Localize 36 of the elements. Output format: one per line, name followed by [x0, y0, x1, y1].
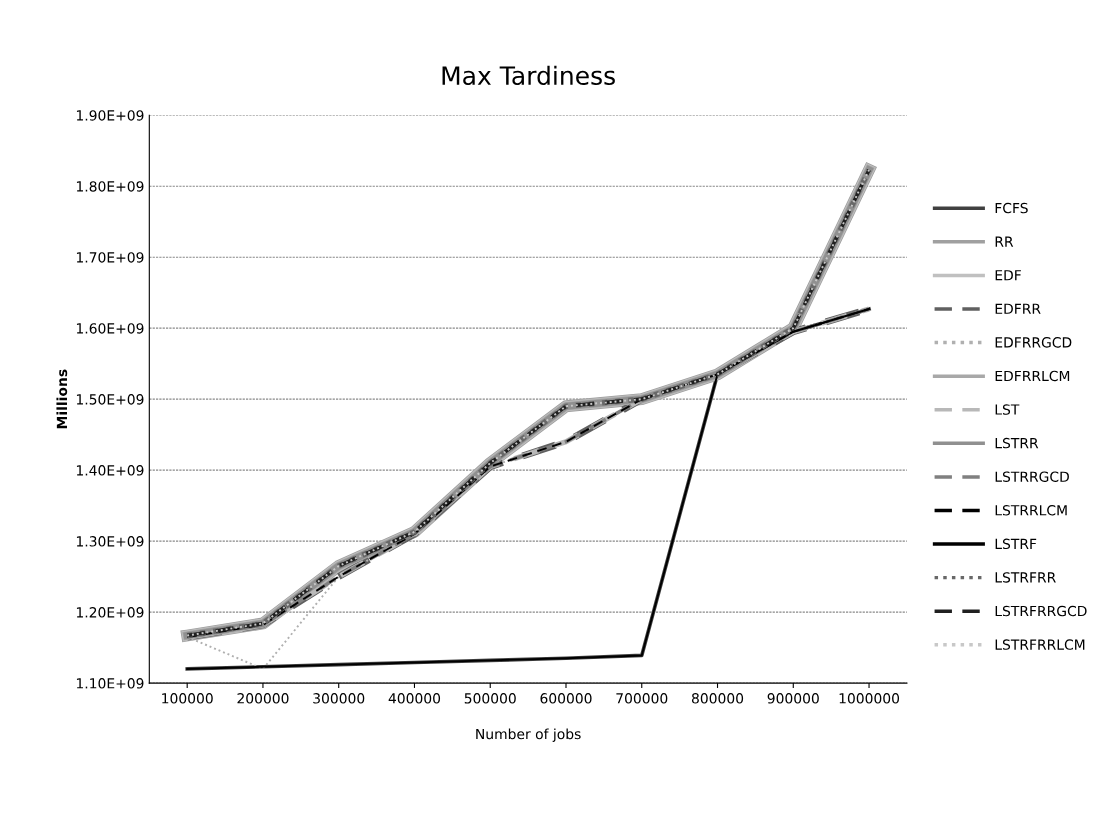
- legend-label: LST: [995, 404, 1020, 415]
- x-tick-label: 100000: [162, 693, 213, 704]
- legend-label: LSTRFRR: [995, 572, 1056, 583]
- x-tick-label: 900000: [767, 693, 819, 704]
- y-tick-label: 1.10E+09: [76, 678, 144, 689]
- x-tick-label: 600000: [540, 693, 592, 704]
- legend-label: LSTRFRRLCM: [995, 639, 1085, 650]
- legend-label: EDFRRLCM: [995, 370, 1070, 382]
- x-tick-label: 400000: [388, 693, 441, 704]
- legend-label: EDFRR: [995, 303, 1041, 314]
- y-tick-label: 1.50E+09: [76, 394, 144, 405]
- x-tick-label: 1000000: [839, 693, 900, 704]
- chart-title: Max Tardiness: [442, 65, 615, 86]
- y-tick-label: 1.20E+09: [76, 607, 144, 618]
- y-axis-title: Millions: [56, 369, 68, 429]
- y-tick-label: 1.40E+09: [76, 465, 144, 476]
- legend-label: LSTRF: [995, 538, 1037, 550]
- y-tick-label: 1.80E+09: [76, 181, 144, 192]
- legend-label: LSTRFRRGCD: [995, 605, 1087, 617]
- x-tick-label: 700000: [616, 693, 668, 704]
- legend-label: FCFS: [995, 202, 1028, 214]
- y-tick-label: 1.30E+09: [76, 536, 144, 547]
- legend-label: EDF: [995, 270, 1021, 281]
- legend-label: RR: [995, 236, 1014, 247]
- x-tick-label: 800000: [691, 693, 744, 704]
- y-tick-label: 1.60E+09: [76, 323, 144, 334]
- legend-label: LSTRRGCD: [995, 471, 1069, 482]
- legend-label: LSTRRLCM: [995, 505, 1067, 516]
- x-axis-title: Number of jobs: [476, 728, 581, 742]
- y-tick-label: 1.70E+09: [76, 252, 144, 263]
- x-tick-label: 500000: [464, 693, 516, 704]
- x-tick-label: 200000: [237, 693, 289, 704]
- legend-label: LSTRR: [995, 437, 1039, 449]
- y-tick-label: 1.90E+09: [76, 110, 144, 121]
- legend-label: EDFRRGCD: [995, 337, 1072, 348]
- x-tick-label: 300000: [313, 693, 365, 704]
